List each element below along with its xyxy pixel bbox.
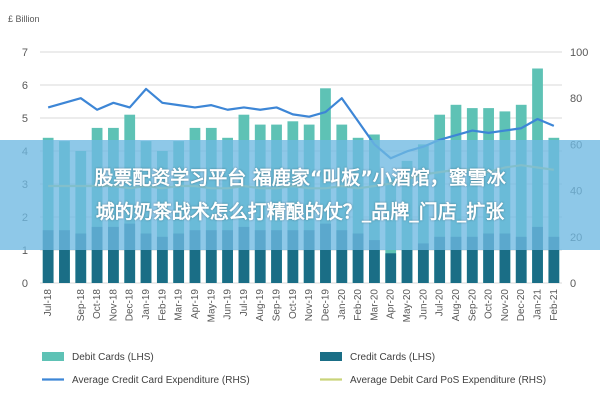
credit-bar [303,230,315,283]
x-tick-label: Jun-19 [223,289,234,320]
x-tick-label: Dec-20 [516,289,527,322]
credit-bar [352,233,364,283]
legend-label: Average Debit Card PoS Expenditure (RHS) [350,375,546,386]
x-tick-label: May-19 [206,289,217,323]
y-left-tick-label: 5 [22,113,28,125]
y-left-tick-label: 1 [22,245,28,257]
x-tick-label: Sep-18 [76,289,87,322]
credit-bar [466,236,478,283]
credit-bar [173,233,185,283]
y-axis-left-label: £ Billion [8,14,40,24]
credit-bar [75,233,87,283]
credit-bar [108,226,119,283]
credit-bar [548,236,560,283]
x-tick-label: Aug-19 [255,289,266,322]
credit-bar [271,230,282,283]
x-tick-label: Oct-19 [288,289,299,319]
x-tick-label: Jan-19 [141,289,152,320]
credit-bar [222,230,233,283]
credit-bar [532,226,543,283]
legend-label: Credit Cards (LHS) [350,352,435,363]
credit-bar [140,233,152,283]
credit-bar [42,230,54,283]
x-tick-label: Jul-18 [43,289,54,317]
x-tick-label: Jun-20 [418,289,429,320]
x-tick-label: Sep-19 [272,289,283,322]
credit-bar [499,233,511,283]
credit-bar [434,236,446,283]
credit-bar [156,236,168,283]
credit-bar [515,236,527,283]
headline-line-2: 城的奶茶战术怎么打精酿的仗？_品牌_门店_扩张 [95,201,505,223]
x-tick-label: Jan-20 [337,289,348,320]
y-right-tick-label: 0 [570,278,576,290]
x-tick-label: Sep-20 [467,289,478,322]
y-left-tick-label: 6 [22,80,28,92]
x-tick-label: Apr-20 [386,289,397,319]
avg-credit-line [47,87,555,160]
headline-line-1: 股票配资学习平台 福鹿家“叫板”小酒馆，蜜雪冰 [94,167,506,189]
legend-swatch [42,352,64,361]
x-tick-label: Mar-20 [369,289,380,321]
credit-bar [254,230,266,283]
legend-label: Average Credit Card Expenditure (RHS) [72,375,250,386]
credit-bar [385,253,397,283]
x-tick-label: Dec-18 [125,289,136,322]
x-tick-label: Jan-21 [533,289,544,320]
x-tick-label: Nov-20 [500,289,511,322]
legend-swatch [320,352,342,361]
x-tick-label: Oct-20 [484,289,495,319]
legend-label: Debit Cards (LHS) [72,352,154,363]
x-tick-label: Jul-19 [239,289,250,317]
x-tick-label: Feb-21 [549,289,560,321]
x-tick-label: Nov-19 [304,289,315,322]
credit-bar [238,226,250,283]
y-left-tick-label: 7 [22,47,28,59]
x-tick-label: Aug-20 [451,289,462,322]
y-right-tick-label: 100 [570,47,588,59]
credit-bar [59,230,70,283]
y-left-tick-label: 0 [22,278,28,290]
y-right-tick-label: 80 [570,93,582,105]
credit-bar [417,243,429,283]
credit-bar [450,236,462,283]
credit-bar [369,240,380,283]
credit-bar [205,230,217,283]
credit-bar [189,230,201,283]
x-tick-label: Nov-18 [108,289,119,322]
headline-banner: 股票配资学习平台 福鹿家“叫板”小酒馆，蜜雪冰 城的奶茶战术怎么打精酿的仗？_品… [0,140,600,250]
credit-bar [124,223,136,283]
credit-bar [401,250,413,283]
x-tick-label: Apr-19 [190,289,201,319]
credit-bar [320,223,331,283]
x-tick-label: Feb-20 [353,289,364,321]
x-tick-label: Jul-20 [435,289,446,317]
legend: Debit Cards (LHS) Credit Cards (LHS) Avera… [42,352,546,386]
credit-bar [287,230,299,283]
credit-bar [483,233,494,283]
x-tick-label: Feb-19 [157,289,168,321]
x-tick-label: Oct-18 [92,289,103,319]
x-tick-label: May-20 [402,289,413,323]
credit-bar [91,226,103,283]
x-tick-label: Dec-19 [320,289,331,322]
credit-bar [336,230,348,283]
x-tick-label: Mar-19 [174,289,185,321]
